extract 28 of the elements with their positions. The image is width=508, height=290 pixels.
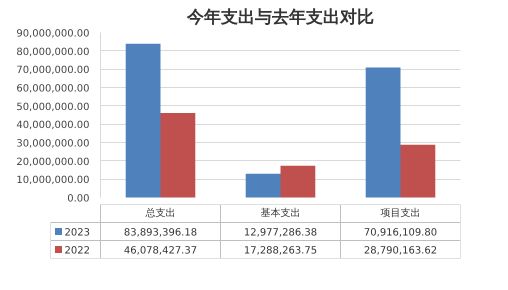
y-tick-label: 80,000,000.00: [16, 46, 90, 58]
data-label: 17,288,263.75: [244, 246, 318, 256]
data-label: 46,078,427.37: [124, 246, 198, 256]
y-tick-label: 10,000,000.00: [16, 175, 90, 186]
legend-label: 2023: [64, 228, 90, 238]
data-label: 12,977,286.38: [244, 228, 318, 238]
x-tick-label: 项目支出: [380, 207, 420, 219]
bar: [126, 44, 160, 198]
bar: [246, 174, 280, 198]
legend-label: 2022: [64, 246, 90, 256]
chart-title: 今年支出与去年支出对比: [186, 8, 374, 28]
y-tick-label: 70,000,000.00: [16, 65, 90, 76]
y-tick-label: 30,000,000.00: [16, 138, 90, 150]
y-tick-label: 90,000,000.00: [16, 28, 90, 40]
bar: [160, 113, 196, 198]
bar: [280, 166, 316, 198]
y-tick-label: 20,000,000.00: [16, 156, 90, 168]
y-tick-label: 0.00: [67, 194, 90, 204]
data-label: 70,916,109.80: [364, 228, 438, 238]
y-tick-label: 60,000,000.00: [16, 84, 90, 94]
bar: [366, 67, 400, 198]
data-label: 28,790,163.62: [364, 246, 438, 256]
x-tick-label: 总支出: [144, 207, 176, 219]
bar: [400, 144, 436, 198]
x-tick-label: 基本支出: [260, 207, 300, 219]
y-tick-label: 40,000,000.00: [16, 120, 90, 132]
y-tick-label: 50,000,000.00: [16, 102, 90, 113]
data-label: 83,893,396.18: [124, 228, 198, 238]
